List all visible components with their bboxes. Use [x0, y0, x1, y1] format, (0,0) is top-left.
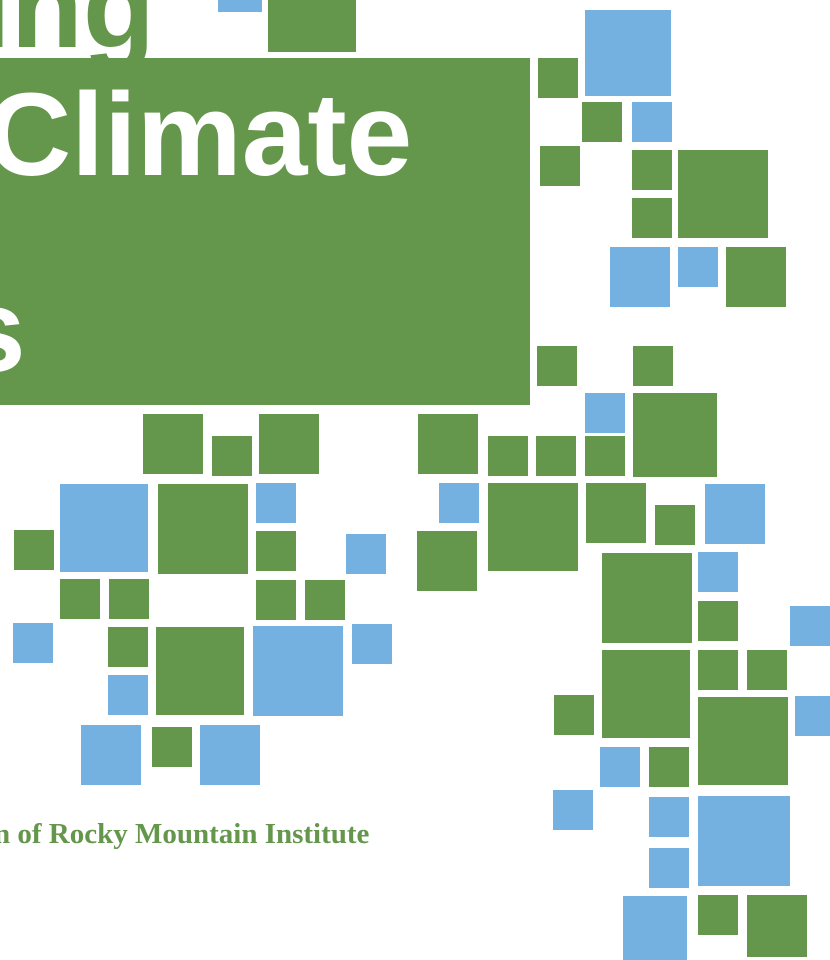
square — [649, 848, 689, 888]
square — [60, 579, 100, 619]
square — [602, 650, 690, 738]
square — [747, 650, 787, 690]
square — [600, 747, 640, 787]
square — [256, 483, 296, 523]
square — [346, 534, 386, 574]
square — [623, 896, 687, 960]
square — [108, 627, 148, 667]
square — [536, 436, 576, 476]
square — [488, 483, 578, 571]
square — [268, 0, 356, 52]
square — [698, 697, 788, 785]
square — [218, 0, 262, 12]
square — [156, 627, 244, 715]
square — [698, 650, 738, 690]
square — [143, 414, 203, 474]
square — [158, 484, 248, 574]
square — [705, 484, 765, 544]
square — [795, 696, 830, 736]
square — [553, 790, 593, 830]
square — [726, 247, 786, 307]
square — [256, 580, 296, 620]
square — [253, 626, 343, 716]
square — [632, 198, 672, 238]
square — [632, 150, 672, 190]
square — [649, 747, 689, 787]
square — [655, 505, 695, 545]
square — [698, 552, 738, 592]
square — [585, 436, 625, 476]
square — [633, 346, 673, 386]
square — [632, 102, 672, 142]
square — [200, 725, 260, 785]
square — [417, 531, 477, 591]
square — [678, 247, 718, 287]
title-bottom: s — [0, 272, 26, 390]
square — [152, 727, 192, 767]
square — [540, 146, 580, 186]
square — [790, 606, 830, 646]
square — [537, 346, 577, 386]
square — [554, 695, 594, 735]
square — [81, 725, 141, 785]
square — [582, 102, 622, 142]
square — [60, 484, 148, 572]
square — [439, 483, 479, 523]
square — [747, 895, 807, 957]
square — [678, 150, 768, 238]
square — [633, 393, 717, 477]
square — [698, 895, 738, 935]
square — [212, 436, 252, 476]
square — [610, 247, 670, 307]
square — [538, 58, 578, 98]
subtitle: n of Rocky Mountain Institute — [0, 818, 369, 851]
title-top: ing — [0, 0, 155, 66]
square — [698, 796, 790, 886]
square — [13, 623, 53, 663]
square — [488, 436, 528, 476]
square — [352, 624, 392, 664]
square — [256, 531, 296, 571]
square — [585, 10, 671, 96]
square — [109, 579, 149, 619]
page: ing Climate s n of Rocky Mountain Instit… — [0, 0, 830, 960]
square — [305, 580, 345, 620]
square — [14, 530, 54, 570]
square — [259, 414, 319, 474]
square — [418, 414, 478, 474]
square — [698, 601, 738, 641]
square — [585, 393, 625, 433]
cover: ing Climate s n of Rocky Mountain Instit… — [0, 0, 830, 960]
title-main: Climate — [0, 76, 412, 194]
square — [649, 797, 689, 837]
square — [586, 483, 646, 543]
square — [108, 675, 148, 715]
square — [602, 553, 692, 643]
